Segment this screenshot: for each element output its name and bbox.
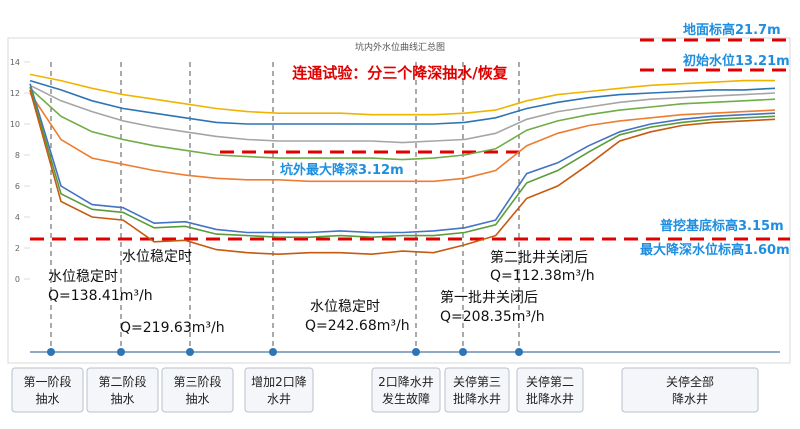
stage-label: 第三阶段: [173, 374, 221, 389]
annotation: 水位稳定时: [48, 269, 118, 285]
y-tick-label: 6: [15, 182, 20, 191]
annotation: Q=138.41m³/h: [48, 288, 153, 304]
annotation-layer: 连通试验：分三个降深抽水/恢复 地面标高21.7m 初始水位13.21m 坑外最大降深…: [48, 22, 790, 336]
y-tick-label: 0: [15, 275, 20, 284]
stage-box: [516, 367, 584, 413]
stage-label: 关停第二: [526, 374, 574, 389]
series-line: [29, 79, 776, 125]
stage-label: 发生故障: [382, 391, 430, 406]
stage-box: [621, 367, 759, 413]
annotation: 普挖基底标高3.15m: [660, 218, 784, 234]
annotation: Q=112.38m³/h: [490, 268, 595, 284]
stage-label: 降水井: [672, 392, 708, 406]
stage-box: [371, 367, 441, 413]
annotation: 水位稳定时: [310, 299, 380, 315]
annotation: 初始水位13.21m: [683, 53, 790, 69]
annotation: 坑外最大降深3.12m: [280, 162, 404, 178]
stage-label: 2口降水井: [378, 375, 434, 389]
stage-label: 关停第三: [453, 374, 501, 389]
y-tick-label: 8: [15, 151, 20, 160]
series-line: [29, 92, 776, 183]
stage-box: [244, 367, 314, 413]
series-line: [29, 87, 776, 161]
stage-label: 第一阶段: [23, 374, 71, 389]
y-tick-label: 4: [15, 213, 20, 222]
series-line: [29, 73, 775, 116]
stage-box: [161, 367, 234, 413]
stage-markers: [47, 348, 523, 356]
stage-label: 增加2口降: [251, 375, 307, 389]
series-line: [29, 89, 776, 256]
stage-label: 抽水: [185, 392, 209, 406]
series-layer: [29, 73, 776, 256]
annotation: Q=242.68m³/h: [305, 318, 410, 334]
series-line: [29, 86, 776, 239]
y-tick-label: 2: [15, 244, 20, 253]
annotation: 最大降深水位标高1.60m: [640, 242, 790, 258]
stage-box: [11, 367, 84, 413]
y-tick-label: 12: [10, 89, 20, 98]
stage-box: [444, 367, 510, 413]
stage-label: 关停全部: [666, 374, 714, 389]
annotation: 第一批井关闭后: [440, 289, 538, 306]
annotation: Q=219.63m³/h: [120, 320, 225, 336]
stage-label: 抽水: [35, 392, 59, 406]
annotation: 地面标高21.7m: [683, 22, 781, 38]
reference-lines: [30, 38, 790, 241]
stage-label: 批降水井: [453, 391, 501, 406]
stage-label: 水井: [267, 392, 291, 406]
chart-title: 坑内外水位曲线汇总图: [355, 41, 445, 53]
series-line: [29, 84, 776, 144]
stage-label: 批降水井: [526, 391, 574, 406]
chart-frame: [7, 37, 791, 364]
stage-label: 第二阶段: [98, 374, 146, 389]
annotation: Q=208.35m³/h: [440, 309, 545, 325]
series-line: [29, 83, 776, 234]
annotation: 连通试验：分三个降深抽水/恢复: [292, 64, 508, 82]
y-tick-label: 10: [10, 120, 20, 129]
annotation: 水位稳定时: [122, 249, 192, 265]
annotation: 第二批井关闭后: [490, 249, 588, 266]
y-tick-label: 14: [10, 58, 20, 67]
stage-label: 抽水: [110, 392, 134, 406]
stage-box: [86, 367, 159, 413]
